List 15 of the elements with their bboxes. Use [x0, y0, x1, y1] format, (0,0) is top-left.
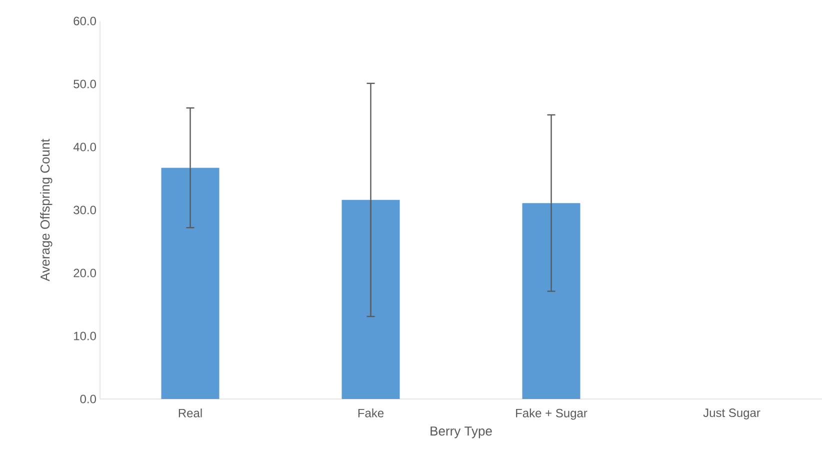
- x-tick-label: Fake + Sugar: [516, 408, 588, 420]
- x-axis-title: Berry Type: [430, 426, 492, 438]
- y-tick-label: 20.0: [74, 268, 96, 278]
- y-tick-label: 30.0: [74, 206, 96, 214]
- x-tick-label: Real: [178, 408, 202, 418]
- y-tick-label: 50.0: [74, 80, 96, 88]
- x-tick-label: Fake: [358, 408, 384, 418]
- y-tick-label: 40.0: [73, 142, 96, 152]
- y-axis-title: Average Offspring Count: [40, 138, 52, 282]
- x-tick-label: Just Sugar: [703, 408, 760, 420]
- bar: [522, 203, 580, 399]
- y-tick-label: 0.0: [80, 394, 96, 404]
- bar: [161, 168, 220, 399]
- y-tick-label: 60.0: [74, 16, 96, 26]
- y-tick-label: 10.0: [74, 332, 96, 340]
